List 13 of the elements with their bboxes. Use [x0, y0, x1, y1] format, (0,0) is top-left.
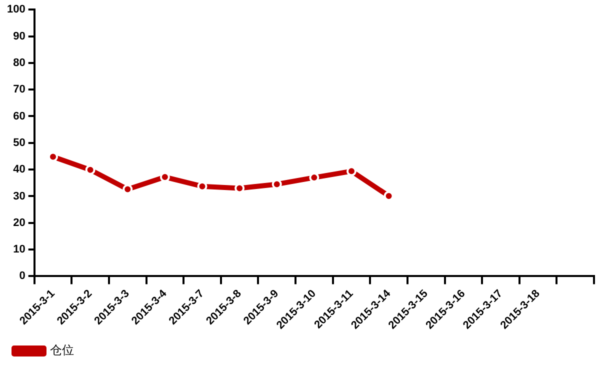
- y-tick-label: 100: [6, 4, 26, 16]
- y-tick-label: 80: [13, 56, 26, 69]
- y-tick-label: 60: [13, 110, 26, 122]
- y-tick-label: 70: [13, 84, 26, 96]
- y-tick-label: 30: [13, 190, 26, 202]
- y-tick-label: 50: [13, 136, 26, 149]
- point: [85, 164, 96, 175]
- y-tick-label: 10: [13, 244, 26, 256]
- y-tick-label: 90: [13, 30, 26, 42]
- y-tick-label: 40: [13, 164, 26, 176]
- y-tick-label: 20: [13, 216, 26, 229]
- legend-label: 仓位: [50, 343, 74, 358]
- y-tick-label: 0: [19, 270, 26, 282]
